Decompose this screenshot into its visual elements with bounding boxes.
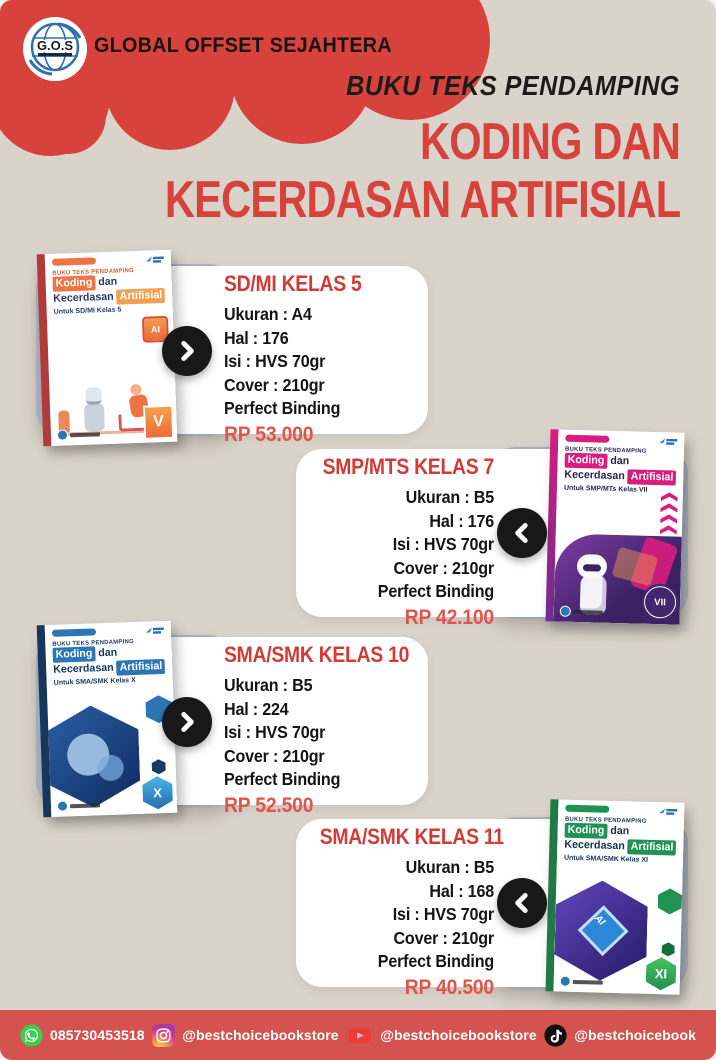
chevron-decoration	[660, 492, 678, 534]
contact-footer: 085730453518 @bestchoicebookstore @bestc…	[0, 1010, 716, 1060]
curriculum-pill	[565, 434, 610, 443]
product-spec: Cover : 210gr	[393, 927, 494, 948]
publisher-logo	[659, 808, 678, 815]
instagram-contact[interactable]: @bestchoicebookstore	[152, 1023, 339, 1047]
poster-title-line2: KECERDASAN ARTIFISIAL	[164, 171, 680, 229]
product-spec: Isi : HVS 70gr	[224, 722, 326, 742]
brand-name: GLOBAL OFFSET SEJAHTERA	[94, 34, 392, 57]
product-title: SMA/SMK KELAS 11	[319, 824, 504, 849]
product-card-sd5: BUKU TEKS PENDAMPING Koding dan Kecerdas…	[36, 249, 428, 447]
tiktok-contact[interactable]: @bestchoicebook	[544, 1023, 696, 1047]
publisher-logo	[659, 438, 678, 445]
tiktok-handle: @bestchoicebook	[574, 1027, 696, 1043]
product-spec: Isi : HVS 70gr	[392, 534, 494, 554]
tiktok-icon	[544, 1023, 567, 1047]
imprint-logo	[559, 975, 603, 988]
product-title: SD/MI KELAS 5	[224, 271, 362, 296]
level-badge: V	[145, 406, 173, 438]
company-logo: G.O.S	[23, 17, 87, 81]
book-title-word: Koding	[52, 275, 96, 292]
product-price: RP 53.000	[224, 422, 314, 446]
instagram-icon	[152, 1023, 176, 1047]
product-price: RP 40.500	[404, 975, 494, 999]
product-spec: Isi : HVS 70gr	[392, 904, 494, 924]
product-spec: Hal : 224	[224, 698, 289, 719]
book-cover-smp7: BUKU TEKS PENDAMPING Koding dan Kecerdas…	[545, 429, 685, 625]
product-spec: Isi : HVS 70gr	[224, 351, 326, 371]
poster-subtitle: BUKU TEKS PENDAMPING	[346, 70, 680, 101]
product-title: SMA/SMK KELAS 10	[224, 642, 410, 667]
product-spec: Perfect Binding	[224, 398, 341, 418]
book-audience: Untuk SMA/SMK Kelas X	[53, 676, 136, 687]
curriculum-pill	[565, 804, 610, 813]
youtube-contact[interactable]: @bestchoicebookstore	[346, 1024, 537, 1047]
arrow-left-icon	[497, 508, 547, 558]
poster-title-line1: KODING DAN	[419, 113, 681, 171]
publisher-logo	[146, 627, 164, 634]
product-card-sma11: BUKU TEKS PENDAMPING Koding dan Kecerdas…	[296, 799, 688, 999]
product-spec: Cover : 210gr	[224, 745, 325, 766]
whatsapp-number: 085730453518	[50, 1027, 145, 1043]
curriculum-pill	[51, 628, 97, 637]
product-spec: Ukuran : A4	[224, 304, 312, 324]
book-audience: Untuk SMA/SMK Kelas XI	[563, 854, 649, 864]
instagram-handle: @bestchoicebookstore	[182, 1027, 339, 1043]
youtube-icon	[348, 1027, 371, 1043]
imprint-logo	[56, 799, 101, 812]
product-spec: Ukuran : B5	[224, 675, 313, 695]
product-price: RP 42.100	[404, 605, 494, 629]
ai-chip-badge: AI	[592, 912, 607, 928]
whatsapp-contact[interactable]: 085730453518	[20, 1023, 145, 1047]
arrow-right-icon	[162, 697, 212, 747]
product-price: RP 52.500	[224, 793, 314, 817]
whatsapp-icon	[20, 1023, 43, 1047]
product-card-sma10: BUKU TEKS PENDAMPING Koding dan Kecerdas…	[36, 620, 428, 818]
book-cover-sd5: BUKU TEKS PENDAMPING Koding dan Kecerdas…	[36, 249, 178, 447]
logo-subtext-bar	[38, 53, 72, 57]
product-spec: Ukuran : B5	[405, 857, 495, 877]
book-cover-sma11: BUKU TEKS PENDAMPING Koding dan Kecerdas…	[545, 799, 685, 995]
arrow-left-icon	[497, 878, 547, 928]
youtube-handle: @bestchoicebookstore	[380, 1027, 537, 1043]
book-cover-sma10: BUKU TEKS PENDAMPING Koding dan Kecerdas…	[36, 620, 178, 818]
curriculum-pill	[51, 257, 97, 266]
product-spec: Perfect Binding	[377, 581, 494, 601]
logo-monogram: G.O.S	[37, 38, 73, 53]
imprint-logo	[56, 428, 101, 441]
product-spec: Cover : 210gr	[224, 374, 325, 395]
product-spec: Hal : 176	[429, 510, 494, 531]
product-card-smp7: BUKU TEKS PENDAMPING Koding dan Kecerdas…	[296, 429, 688, 629]
product-spec: Cover : 210gr	[393, 557, 494, 578]
product-spec: Ukuran : B5	[405, 487, 495, 507]
book-audience: Untuk SD/MI Kelas 5	[53, 306, 122, 316]
publisher-logo	[146, 256, 164, 263]
imprint-logo	[559, 605, 603, 618]
product-spec: Hal : 168	[429, 880, 494, 901]
product-title: SMP/MTS KELAS 7	[322, 454, 495, 479]
arrow-right-icon	[162, 326, 212, 376]
product-spec: Perfect Binding	[377, 951, 494, 971]
product-spec: Perfect Binding	[224, 769, 341, 789]
product-spec: Hal : 176	[224, 327, 289, 348]
